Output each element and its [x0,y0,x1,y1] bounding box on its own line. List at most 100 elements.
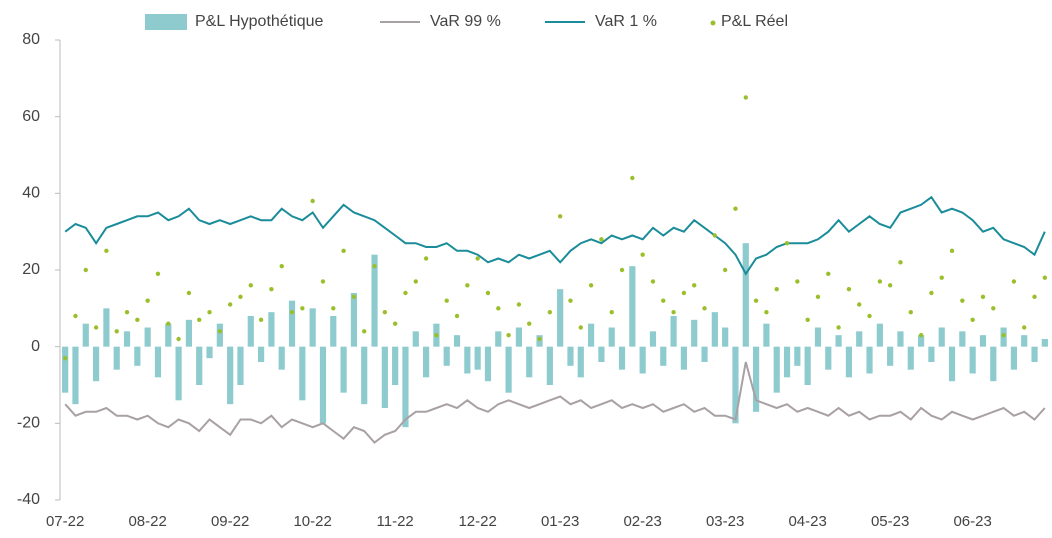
dot [124,309,130,315]
dot [1032,294,1037,300]
dot [939,275,944,280]
bar [371,254,378,347]
dot [289,309,295,315]
dot [465,283,470,288]
bar [319,346,327,424]
bar [154,346,162,378]
bar [237,346,244,385]
bar [773,346,780,393]
dot [197,317,202,323]
bar [93,346,100,382]
dot [815,294,821,300]
bar [288,300,296,347]
dot [392,321,398,326]
dot [83,267,88,273]
bar [588,323,595,347]
bar [866,346,873,374]
dot [991,306,996,311]
dot [578,325,583,330]
dot [557,214,563,219]
bar [1041,339,1048,347]
dot [62,355,68,361]
dot [630,175,635,181]
dot [176,336,181,342]
bar [134,346,141,366]
dot [898,260,903,265]
dot [145,298,150,303]
dot [918,332,924,338]
bar [660,346,667,366]
bar [990,346,997,382]
dot [836,325,841,330]
bar [804,346,811,385]
bar [268,312,275,347]
dot [784,240,790,246]
dot [1001,332,1006,338]
bar [144,327,151,347]
dot [929,290,934,296]
dot [671,309,676,315]
x-tick-label: 08-22 [128,513,166,530]
bar [515,327,522,347]
bar [959,331,966,347]
bar [680,346,687,370]
dot [640,252,645,257]
dot [248,283,253,288]
bar [526,346,533,378]
dot [372,263,377,269]
bar [567,346,574,366]
dot [516,302,522,307]
dot [238,294,243,300]
dot [588,283,594,288]
bar [82,323,89,347]
dot [485,290,491,296]
legend-label: VaR 1 % [595,13,657,30]
bar [381,346,388,408]
dot [692,283,697,288]
dot [310,198,315,204]
dot [877,279,883,284]
x-tick-label: 06-23 [953,513,991,530]
dot [764,309,769,315]
dot [1022,325,1027,330]
dot [300,306,305,311]
bar [763,323,770,347]
bar [1021,335,1028,347]
bar [299,346,306,401]
bar [670,316,677,347]
dot [599,237,604,242]
dot [434,332,439,338]
y-tick-label: -40 [17,491,40,508]
dot [867,313,872,319]
bar [175,346,182,401]
dot [475,256,480,261]
dot [960,298,965,303]
bar [598,346,605,362]
bar [557,289,564,347]
bar [464,346,471,374]
x-tick-label: 03-23 [706,513,744,530]
legend-label: P&L Réel [721,13,788,30]
y-tick-label: 60 [22,108,40,125]
bar [165,323,172,347]
bar [783,346,791,378]
dot [661,298,666,303]
bar [701,346,708,362]
bar [928,346,935,362]
dot [413,279,418,284]
dot [733,206,738,211]
dot [423,256,429,261]
x-tick-label: 07-22 [46,513,84,530]
bar [72,346,79,405]
dot [970,317,975,323]
bar [402,346,409,428]
bar [309,308,316,347]
bar [969,346,976,374]
x-tick-label: 09-22 [211,513,249,530]
x-tick-label: 10-22 [293,513,331,530]
dot [980,294,986,300]
dot [382,309,388,315]
bar [495,331,502,347]
bar [938,327,945,347]
dot [846,286,852,292]
